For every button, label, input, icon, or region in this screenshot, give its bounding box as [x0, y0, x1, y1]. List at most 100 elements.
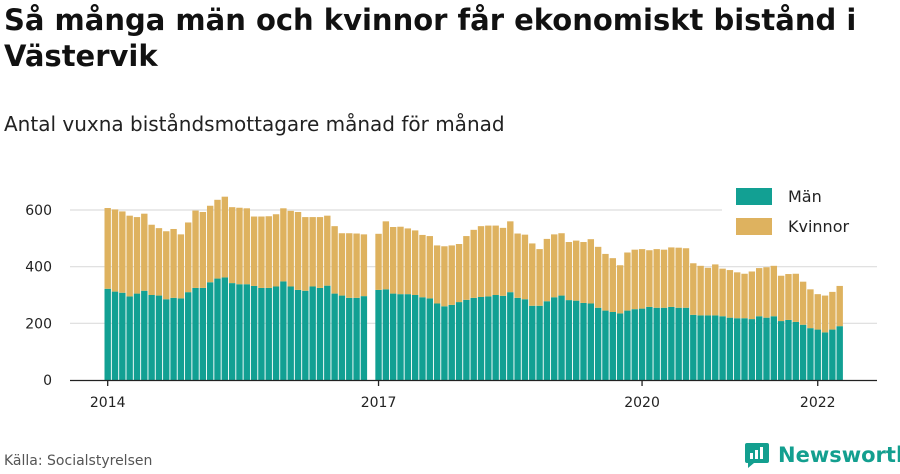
- bar-man: [141, 290, 148, 380]
- bar-woman: [624, 252, 631, 311]
- bar-woman: [163, 231, 170, 300]
- bar-woman: [346, 233, 353, 298]
- bar-woman: [353, 233, 360, 298]
- bar-woman: [492, 225, 499, 295]
- bar-woman: [594, 246, 602, 308]
- legend: Män Kvinnor: [722, 180, 878, 248]
- bar-man: [163, 299, 170, 380]
- bar-man: [646, 306, 653, 380]
- legend-swatch-women: [736, 218, 772, 235]
- bar-woman: [214, 199, 221, 279]
- bar-woman: [682, 248, 690, 308]
- bar-man: [324, 285, 331, 380]
- bar-woman: [521, 234, 529, 300]
- bar-man: [712, 315, 719, 380]
- bar-man: [565, 300, 573, 380]
- bar-man: [309, 286, 316, 380]
- bar-woman: [177, 234, 185, 299]
- legend-swatch-men: [736, 188, 772, 205]
- bar-man: [228, 283, 236, 380]
- bar-woman: [250, 216, 258, 286]
- brand-logo[interactable]: Newsworthy: [744, 441, 900, 469]
- bar-woman: [243, 208, 250, 285]
- bar-man: [653, 307, 660, 380]
- bar-man: [638, 308, 646, 380]
- bar-woman: [565, 242, 573, 301]
- bar-man: [690, 314, 697, 380]
- x-tick-label: 2020: [624, 395, 660, 411]
- bar-man: [624, 310, 631, 380]
- bar-woman: [155, 228, 163, 296]
- bar-woman: [294, 211, 302, 290]
- bar-man: [199, 287, 207, 380]
- bar-woman: [455, 244, 463, 303]
- bar-man: [609, 312, 616, 380]
- bar-man: [419, 297, 426, 380]
- bar-man: [119, 292, 126, 380]
- bar-woman: [660, 249, 668, 308]
- bar-woman: [807, 289, 814, 329]
- bar-woman: [404, 228, 412, 295]
- bar-woman: [389, 227, 397, 294]
- bar-man: [280, 281, 287, 380]
- bar-man: [455, 302, 463, 380]
- bar-man: [792, 321, 799, 380]
- bar-woman: [499, 227, 507, 296]
- bar-woman: [536, 249, 543, 306]
- bar-man: [726, 317, 734, 380]
- bars: [104, 196, 843, 380]
- x-tick-label: 2017: [361, 395, 397, 411]
- bar-woman: [170, 228, 177, 298]
- bar-man: [287, 286, 294, 380]
- x-tick-label: 2014: [90, 395, 126, 411]
- bar-man: [697, 315, 704, 380]
- bar-woman: [119, 211, 126, 293]
- bar-woman: [382, 221, 390, 290]
- bar-woman: [602, 253, 609, 311]
- bar-man: [155, 295, 163, 380]
- bar-woman: [287, 210, 294, 287]
- bar-man: [477, 296, 485, 380]
- bar-woman: [419, 234, 426, 298]
- bar-woman: [770, 265, 778, 317]
- bar-man: [104, 288, 111, 380]
- bar-man: [250, 285, 258, 380]
- bar-woman: [477, 226, 485, 297]
- bar-man: [272, 286, 280, 380]
- bar-man: [587, 303, 595, 380]
- bar-man: [734, 318, 741, 380]
- bar-woman: [309, 217, 316, 287]
- bar-man: [507, 292, 514, 380]
- bar-woman: [697, 265, 704, 316]
- bar-man: [375, 289, 382, 380]
- bar-man: [529, 305, 536, 380]
- bar-woman: [375, 233, 382, 290]
- bar-man: [441, 306, 448, 380]
- bar-man: [814, 329, 821, 380]
- bar-man: [302, 290, 309, 380]
- bar-man: [748, 319, 756, 380]
- bar-man: [675, 307, 682, 380]
- bar-woman: [741, 273, 748, 319]
- bar-woman: [258, 216, 265, 288]
- bar-man: [594, 307, 602, 380]
- bar-man: [551, 297, 558, 380]
- bar-man: [543, 301, 551, 380]
- bar-man: [777, 321, 785, 380]
- brand-name: Newsworthy: [778, 443, 900, 467]
- bar-woman: [543, 238, 551, 302]
- bar-man: [346, 297, 353, 380]
- bar-man: [111, 291, 119, 380]
- bar-man: [829, 329, 836, 380]
- bar-woman: [433, 245, 441, 304]
- bar-woman: [763, 267, 770, 318]
- bar-man: [236, 284, 243, 380]
- bar-man: [682, 307, 690, 380]
- bar-man: [433, 303, 441, 380]
- bar-woman: [302, 217, 309, 291]
- bar-woman: [704, 267, 712, 316]
- bar-woman: [111, 209, 119, 292]
- bar-woman: [609, 258, 616, 312]
- bar-woman: [485, 225, 492, 297]
